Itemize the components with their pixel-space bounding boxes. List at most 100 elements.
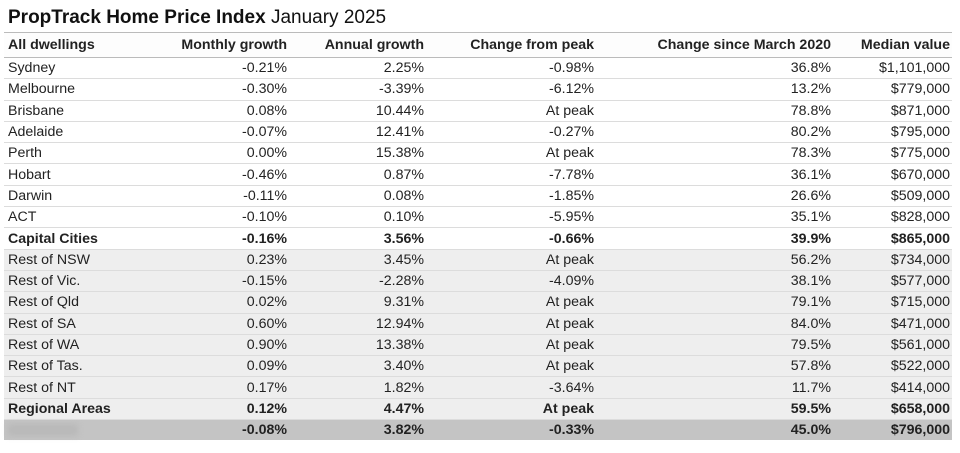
monthly-growth-cell: -0.46% xyxy=(154,163,289,186)
median-value-cell: $1,101,000 xyxy=(833,57,952,80)
change-since-march-2020-cell: 56.2% xyxy=(596,249,833,271)
change-from-peak-cell: At peak xyxy=(426,142,596,165)
header-row: All dwellings Monthly growth Annual grow… xyxy=(4,32,952,58)
annual-growth-cell: 2.25% xyxy=(289,57,426,80)
change-since-march-2020-cell: 79.1% xyxy=(596,291,833,314)
region-cell: Rest of NT xyxy=(4,376,154,399)
change-since-march-2020-cell: 35.1% xyxy=(596,206,833,229)
annual-growth-cell: 1.82% xyxy=(289,376,426,399)
change-since-march-2020-cell: 11.7% xyxy=(596,376,833,399)
annual-growth-cell: 0.10% xyxy=(289,206,426,229)
monthly-growth-cell: -0.16% xyxy=(154,227,289,250)
change-since-march-2020-cell: 13.2% xyxy=(596,78,833,101)
monthly-growth-cell: -0.07% xyxy=(154,121,289,144)
monthly-growth-cell: -0.10% xyxy=(154,206,289,229)
change-from-peak-cell: At peak xyxy=(426,100,596,122)
change-from-peak-cell: -5.95% xyxy=(426,206,596,229)
region-cell: Rest of Tas. xyxy=(4,355,154,378)
median-value-cell: $715,000 xyxy=(833,291,952,314)
annual-growth-cell: 15.38% xyxy=(289,142,426,165)
price-index-panel: PropTrack Home Price Index January 2025 … xyxy=(4,4,956,445)
median-value-cell: $414,000 xyxy=(833,376,952,399)
monthly-growth-cell: 0.00% xyxy=(154,142,289,165)
regional-areas-total-row: Regional Areas 0.12% 4.47% At peak 59.5% $658… xyxy=(4,398,952,421)
region-cell: Rest of WA xyxy=(4,334,154,357)
col-header-region: All dwellings xyxy=(4,32,154,58)
annual-growth-cell: -3.39% xyxy=(289,78,426,101)
change-since-march-2020-cell: 36.8% xyxy=(596,57,833,80)
median-value-cell: $796,000 xyxy=(833,419,952,441)
table-body: Sydney -0.21% 2.25% -0.98% 36.8% $1,101,000 Me… xyxy=(4,57,952,441)
region-cell: Adelaide xyxy=(4,121,154,144)
change-from-peak-cell: At peak xyxy=(426,249,596,271)
region-cell: Capital Cities xyxy=(4,227,154,250)
monthly-growth-cell: 0.90% xyxy=(154,334,289,357)
table-row: Rest of NT 0.17% 1.82% -3.64% 11.7% $414,000 xyxy=(4,376,952,399)
annual-growth-cell: 12.41% xyxy=(289,121,426,144)
region-cell: Sydney xyxy=(4,57,154,80)
median-value-cell: $795,000 xyxy=(833,121,952,144)
change-from-peak-cell: -1.85% xyxy=(426,185,596,208)
table-row: Sydney -0.21% 2.25% -0.98% 36.8% $1,101,000 xyxy=(4,57,952,80)
table-row: Darwin -0.11% 0.08% -1.85% 26.6% $509,000 xyxy=(4,185,952,208)
change-since-march-2020-cell: 59.5% xyxy=(596,398,833,421)
median-value-cell: $775,000 xyxy=(833,142,952,165)
change-since-march-2020-cell: 78.8% xyxy=(596,100,833,122)
annual-growth-cell: -2.28% xyxy=(289,270,426,293)
monthly-growth-cell: 0.17% xyxy=(154,376,289,399)
median-value-cell: $471,000 xyxy=(833,313,952,335)
blurred-label xyxy=(8,424,78,437)
change-since-march-2020-cell: 84.0% xyxy=(596,313,833,335)
monthly-growth-cell: -0.08% xyxy=(154,419,289,441)
change-from-peak-cell: -0.98% xyxy=(426,57,596,80)
median-value-cell: $734,000 xyxy=(833,249,952,271)
title-brand: PropTrack Home Price Index xyxy=(8,7,266,28)
table-row: Rest of Qld 0.02% 9.31% At peak 79.1% $715,00… xyxy=(4,291,952,314)
annual-growth-cell: 3.82% xyxy=(289,419,426,441)
col-header-median: Median value xyxy=(833,32,952,58)
monthly-growth-cell: 0.09% xyxy=(154,355,289,378)
change-since-march-2020-cell: 45.0% xyxy=(596,419,833,441)
col-header-peak: Change from peak xyxy=(426,32,596,58)
change-from-peak-cell: -4.09% xyxy=(426,270,596,293)
region-cell: Brisbane xyxy=(4,100,154,122)
region-cell: Perth xyxy=(4,142,154,165)
monthly-growth-cell: 0.08% xyxy=(154,100,289,122)
price-index-table: All dwellings Monthly growth Annual grow… xyxy=(4,32,952,441)
table-row: Rest of WA 0.90% 13.38% At peak 79.5% $561,00… xyxy=(4,334,952,357)
median-value-cell: $865,000 xyxy=(833,227,952,250)
monthly-growth-cell: -0.21% xyxy=(154,57,289,80)
region-cell: ACT xyxy=(4,206,154,229)
change-from-peak-cell: -7.78% xyxy=(426,163,596,186)
median-value-cell: $871,000 xyxy=(833,100,952,122)
annual-growth-cell: 9.31% xyxy=(289,291,426,314)
change-since-march-2020-cell: 36.1% xyxy=(596,163,833,186)
annual-growth-cell: 3.45% xyxy=(289,249,426,271)
col-header-annual: Annual growth xyxy=(289,32,426,58)
median-value-cell: $577,000 xyxy=(833,270,952,293)
title-period: January 2025 xyxy=(270,7,387,28)
table-row: Perth 0.00% 15.38% At peak 78.3% $775,000 xyxy=(4,142,952,165)
table-row: Brisbane 0.08% 10.44% At peak 78.8% $871,000 xyxy=(4,100,952,122)
annual-growth-cell: 3.56% xyxy=(289,227,426,250)
change-since-march-2020-cell: 80.2% xyxy=(596,121,833,144)
change-from-peak-cell: -6.12% xyxy=(426,78,596,101)
change-from-peak-cell: At peak xyxy=(426,334,596,357)
annual-growth-cell: 0.87% xyxy=(289,163,426,186)
monthly-growth-cell: 0.60% xyxy=(154,313,289,335)
median-value-cell: $779,000 xyxy=(833,78,952,101)
median-value-cell: $522,000 xyxy=(833,355,952,378)
table-row: Rest of Vic. -0.15% -2.28% -4.09% 38.1% $577,… xyxy=(4,270,952,293)
change-from-peak-cell: At peak xyxy=(426,355,596,378)
region-cell: Rest of Vic. xyxy=(4,270,154,293)
monthly-growth-cell: -0.11% xyxy=(154,185,289,208)
table-row: Rest of NSW 0.23% 3.45% At peak 56.2% $734,00… xyxy=(4,249,952,271)
median-value-cell: $658,000 xyxy=(833,398,952,421)
region-cell xyxy=(4,419,154,441)
change-since-march-2020-cell: 39.9% xyxy=(596,227,833,250)
table-title: PropTrack Home Price Index January 2025 xyxy=(4,4,956,32)
monthly-growth-cell: 0.12% xyxy=(154,398,289,421)
change-from-peak-cell: -3.64% xyxy=(426,376,596,399)
change-since-march-2020-cell: 26.6% xyxy=(596,185,833,208)
table-row: Hobart -0.46% 0.87% -7.78% 36.1% $670,000 xyxy=(4,163,952,186)
